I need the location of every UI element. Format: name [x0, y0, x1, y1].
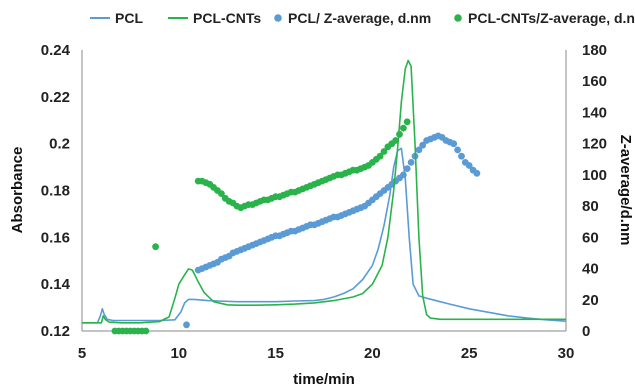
y-left-tick-label: 0.24 — [41, 42, 71, 59]
data-point — [407, 159, 415, 166]
x-tick-label: 15 — [267, 345, 284, 362]
legend-swatch-pcl-zavg — [274, 14, 282, 22]
y-left-tick-labels: 0.12 0.14 0.16 0.18 0.2 0.22 0.24 — [41, 42, 71, 340]
data-point — [458, 152, 465, 160]
data-point — [450, 140, 458, 148]
legend-label-pcl-cnts: PCL-CNTs — [193, 10, 261, 26]
series-line-pcl — [82, 147, 567, 324]
series-points-pcl-cnts-z-average-d-nm — [111, 118, 411, 335]
y-right-tick-label: 40 — [582, 261, 599, 278]
y-right-tick-label: 180 — [582, 42, 607, 59]
data-point — [403, 165, 411, 173]
legend-label-pcl-cnts-zavg: PCL-CNTs/Z-average, d.nm — [468, 10, 635, 26]
legend-label-pcl-zavg: PCL/ Z-average, d.nm — [288, 10, 431, 26]
y-left-tick-label: 0.12 — [41, 323, 70, 340]
x-tick-label: 5 — [78, 345, 86, 362]
data-point — [403, 118, 411, 126]
x-tick-label: 25 — [461, 345, 478, 362]
data-point — [380, 148, 388, 155]
data-point — [419, 141, 427, 149]
data-point — [465, 162, 473, 169]
y-right-axis-title: Z-average/d.nm — [617, 135, 634, 246]
data-point — [218, 190, 225, 198]
y-right-tick-label: 140 — [582, 104, 607, 121]
data-point — [400, 124, 407, 132]
y-right-tick-labels: 0 20 40 60 80 100 120 140 160 180 — [582, 42, 607, 340]
x-tick-label: 10 — [170, 345, 187, 362]
y-right-tick-label: 80 — [582, 198, 599, 215]
data-point — [454, 146, 461, 154]
x-axis-title: time/min — [293, 371, 355, 388]
y-left-axis-title: Absorbance — [9, 147, 26, 234]
y-left-tick-label: 0.14 — [41, 276, 71, 293]
legend: PCL PCL-CNTs PCL/ Z-average, d.nm PCL-CN… — [90, 10, 635, 26]
y-right-tick-label: 120 — [582, 136, 607, 153]
axes — [81, 50, 567, 332]
data-point — [376, 152, 384, 160]
legend-label-pcl: PCL — [115, 10, 143, 26]
y-left-tick-label: 0.18 — [41, 183, 70, 200]
y-left-tick-label: 0.22 — [41, 89, 70, 106]
x-tick-labels: 5 10 15 20 25 30 — [78, 345, 575, 362]
y-right-tick-label: 160 — [582, 73, 607, 90]
data-point — [473, 169, 481, 177]
y-right-tick-label: 60 — [582, 229, 599, 246]
data-point — [415, 146, 423, 154]
series-layer — [82, 59, 567, 335]
data-point — [142, 327, 150, 335]
legend-swatch-pcl-cnts-zavg — [454, 14, 462, 22]
x-tick-label: 30 — [558, 345, 575, 362]
y-left-tick-label: 0.16 — [41, 229, 70, 246]
y-right-tick-label: 20 — [582, 292, 599, 309]
x-tick-label: 20 — [364, 345, 381, 362]
data-point — [152, 243, 160, 251]
y-right-tick-label: 0 — [582, 323, 590, 340]
y-right-tick-label: 100 — [582, 167, 607, 184]
series-points-pcl-z-average-d-nm — [183, 132, 481, 329]
series-line-pcl-cnts — [82, 59, 566, 324]
data-point — [183, 321, 190, 329]
y-left-tick-label: 0.2 — [49, 136, 70, 153]
